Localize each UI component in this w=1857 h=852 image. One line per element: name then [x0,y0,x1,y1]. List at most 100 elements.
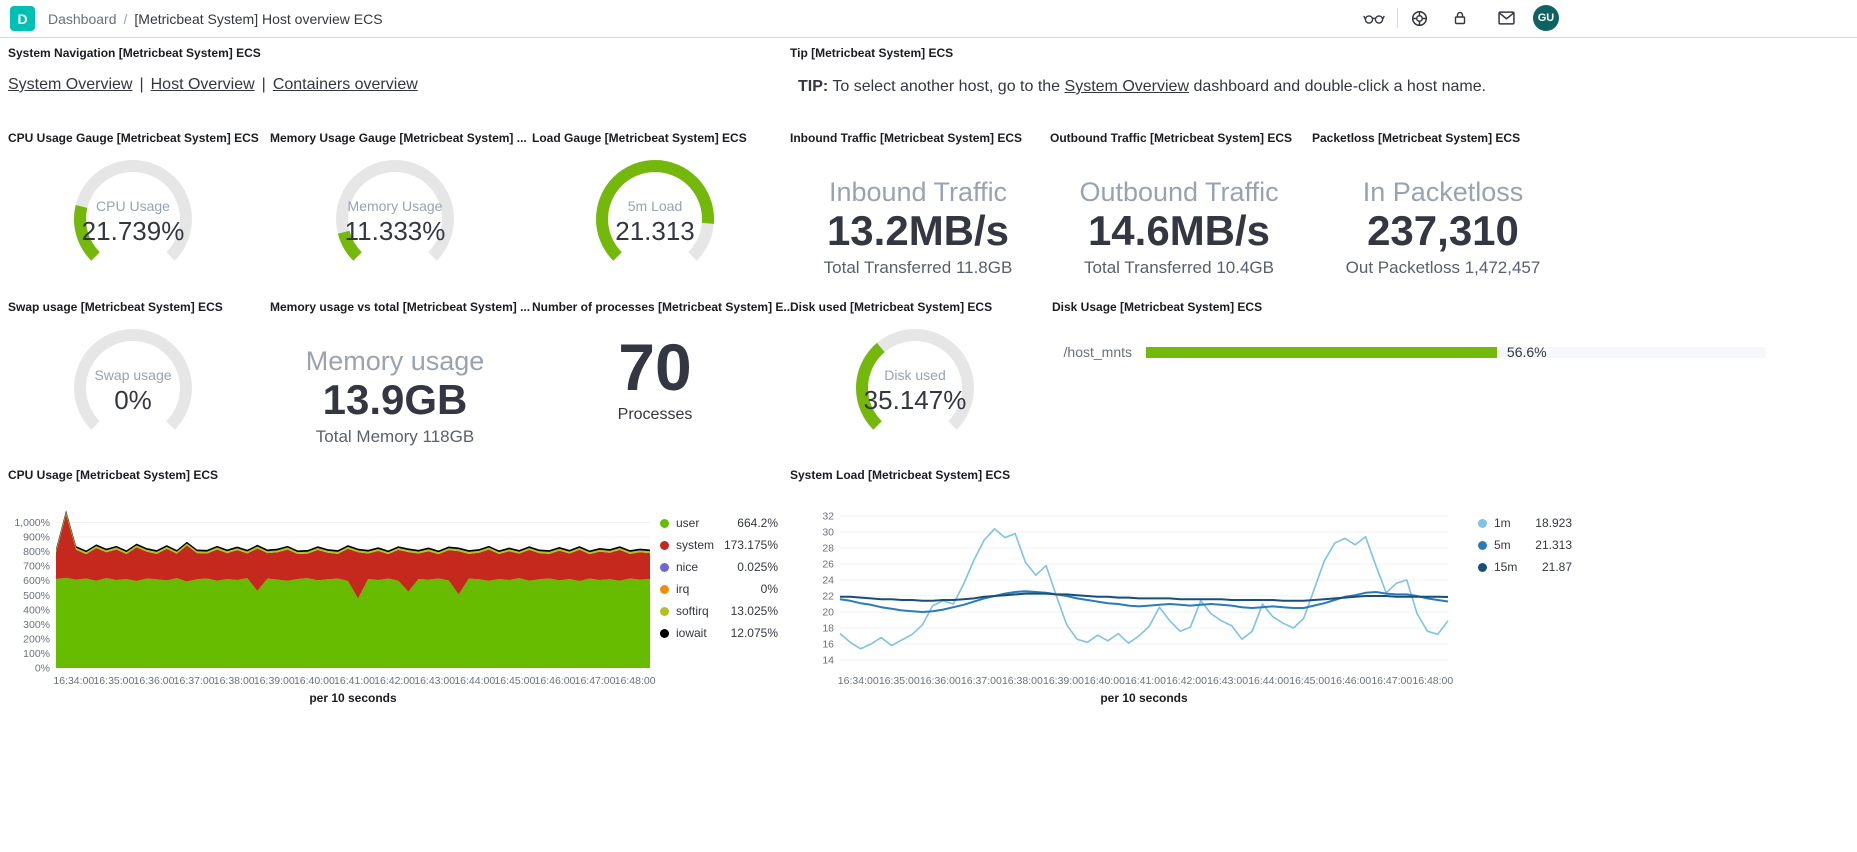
svg-text:16:46:00: 16:46:00 [1330,675,1371,687]
svg-text:32: 32 [822,511,834,523]
link-containers-overview[interactable]: Containers overview [272,76,418,93]
link-host-overview[interactable]: Host Overview [150,76,255,93]
top-header-bar: D Dashboard / [Metricbeat System] Host o… [0,0,1857,38]
svg-text:500%: 500% [23,590,50,602]
svg-text:16:37:00: 16:37:00 [174,675,215,687]
legend-item-softirq[interactable]: softirq 13.025% [660,600,778,622]
packetloss-metric: In Packetloss 237,310 Out Packetloss 1,4… [1312,177,1574,278]
panel-outbound-traffic: Outbound Traffic [Metricbeat System] ECS… [1050,131,1308,278]
legend-value: 18.923 [1535,516,1572,530]
panel-title: Memory Usage Gauge [Metricbeat System] .… [270,131,527,145]
legend-label: system [676,538,715,552]
svg-text:16:42:00: 16:42:00 [1166,675,1207,687]
svg-text:16:38:00: 16:38:00 [1002,675,1043,687]
view-only-glasses-icon[interactable] [1360,4,1388,32]
gauge-label: CPU Usage [96,198,170,214]
svg-text:16:42:00: 16:42:00 [374,675,415,687]
outbound-traffic-metric: Outbound Traffic 14.6MB/s Total Transfer… [1050,177,1308,278]
panel-title: Disk Usage [Metricbeat System] ECS [1052,300,1263,314]
panel-packetloss: Packetloss [Metricbeat System] ECS In Pa… [1312,131,1574,278]
breadcrumb-separator: / [123,10,128,27]
system-load-chart: 14 16 18 20 22 24 26 28 30 32 16:34:00 16:35:00 16:3… [804,498,1454,713]
legend-value: 12.075% [730,626,778,640]
metric-label: Outbound Traffic [1079,177,1279,207]
panel-disk-used-gauge: Disk used [Metricbeat System] ECS Disk u… [790,300,1040,452]
svg-text:1,000%: 1,000% [14,517,50,529]
svg-text:16:34:00: 16:34:00 [53,675,94,687]
svg-text:16:35:00: 16:35:00 [93,675,134,687]
legend-value: 664.2% [737,516,778,530]
metric-label: Memory usage [305,346,485,376]
legend-dot [660,628,669,638]
gauge-arc [74,160,192,261]
panel-memory-usage-vs-total: Memory usage vs total [Metricbeat System… [270,300,530,447]
panel-title: System Navigation [Metricbeat System] EC… [8,46,261,60]
memory-usage-gauge: Memory Usage 11.333% [331,155,459,283]
legend-item-irq[interactable]: irq 0% [660,578,778,600]
metric-subvalue: Total Transferred 11.8GB [823,258,1013,278]
legend-item-system[interactable]: system 173.175% [660,534,778,556]
gauge-label: Memory Usage [347,198,443,214]
elastic-logo[interactable]: D [10,6,35,31]
svg-text:800%: 800% [23,546,50,558]
lock-icon[interactable] [1446,4,1474,32]
header-divider [1397,8,1398,28]
mail-icon[interactable] [1492,4,1520,32]
processes-label: Processes [617,406,693,423]
svg-text:22: 22 [822,591,834,603]
panel-number-of-processes: Number of processes [Metricbeat System] … [532,300,794,424]
legend-item-iowait[interactable]: iowait 12.075% [660,622,778,644]
gauge-label: 5m Load [627,198,683,214]
svg-text:16:36:00: 16:36:00 [134,675,175,687]
panel-system-navigation: System Navigation [Metricbeat System] EC… [8,46,778,126]
legend-item-user[interactable]: user 664.2% [660,512,778,534]
metric-subvalue: Total Transferred 10.4GB [1084,258,1274,278]
user-avatar[interactable]: GU [1533,5,1559,31]
chart-canvas: 0% 100% 200% 300% 400% 500% 600% 700% 800% 900% 1,… [14,510,656,705]
panel-title: Load Gauge [Metricbeat System] ECS [532,131,747,145]
panel-title: Number of processes [Metricbeat System] … [532,300,794,314]
svg-text:16:48:00: 16:48:00 [1412,675,1453,687]
gauge-arc [336,160,454,261]
panel-title: Inbound Traffic [Metricbeat System] ECS [790,131,1023,145]
legend-item-5m[interactable]: 5m 21.313 [1478,534,1572,556]
panel-title: Tip [Metricbeat System] ECS [790,46,954,60]
svg-text:16:39:00: 16:39:00 [254,675,295,687]
svg-text:16:34:00: 16:34:00 [838,675,879,687]
svg-text:16:48:00: 16:48:00 [615,675,656,687]
metric-subvalue: Total Memory 118GB [315,427,475,447]
gauge-value: 21.739% [81,216,185,246]
cpu-usage-legend: user 664.2% system 173.175% nice 0.025% irq 0% s… [660,512,778,644]
svg-text:600%: 600% [23,575,50,587]
memory-usage-metric: Memory usage 13.9GB Total Memory 118GB [270,346,520,447]
system-load-legend: 1m 18.923 5m 21.313 15m 21.87 [1478,512,1572,578]
gauge-value: 11.333% [344,216,446,246]
legend-item-15m[interactable]: 15m 21.87 [1478,556,1572,578]
help-ring-icon[interactable] [1405,4,1433,32]
disk-mount-label: /host_mnts [1063,344,1132,360]
tip-system-overview-link[interactable]: System Overview [1064,78,1189,95]
panel-title: Outbound Traffic [Metricbeat System] ECS [1050,131,1293,145]
padlock-icon [1454,11,1466,25]
svg-text:per 10 seconds: per 10 seconds [1100,691,1188,705]
metric-value: 13.2MB/s [826,207,1010,254]
legend-label: iowait [676,626,707,640]
legend-item-nice[interactable]: nice 0.025% [660,556,778,578]
panel-title: CPU Usage [Metricbeat System] ECS [8,468,219,482]
breadcrumb-dashboard-link[interactable]: Dashboard [48,10,117,27]
gauge-value: 35.147% [863,385,967,415]
svg-text:0%: 0% [35,663,50,675]
svg-text:700%: 700% [23,561,50,573]
svg-text:per 10 seconds: per 10 seconds [309,691,397,705]
swap-usage-gauge: Swap usage 0% [69,324,197,452]
panel-system-load-chart: System Load [Metricbeat System] ECS 14 16… [790,468,1849,718]
link-system-overview[interactable]: System Overview [8,76,133,93]
legend-value: 21.313 [1535,538,1572,552]
metric-label: Inbound Traffic [828,177,1008,207]
svg-text:16:46:00: 16:46:00 [535,675,576,687]
load-gauge: 5m Load 21.313 [591,155,719,283]
panel-title: System Load [Metricbeat System] ECS [790,468,1011,482]
legend-item-1m[interactable]: 1m 18.923 [1478,512,1572,534]
legend-label: nice [676,560,699,574]
